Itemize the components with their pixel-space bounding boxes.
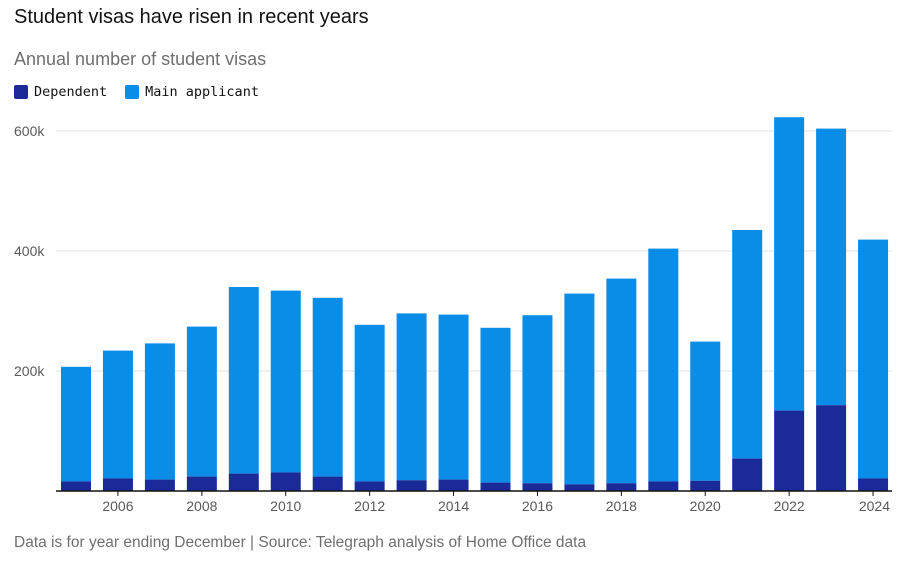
bar-dependent-2014	[438, 479, 469, 491]
x-tick-label-2014: 2014	[438, 498, 469, 514]
bar-dependent-2008	[186, 476, 217, 491]
bar-main-applicant-2013	[396, 313, 427, 481]
bar-dependent-2013	[396, 480, 427, 491]
bar-dependent-2018	[606, 483, 637, 491]
bar-dependent-2009	[228, 473, 259, 491]
bar-main-applicant-2007	[144, 343, 175, 480]
bar-main-applicant-2012	[354, 324, 385, 482]
bar-dependent-2012	[354, 481, 385, 491]
bar-dependent-2010	[270, 472, 301, 491]
x-tick-label-2020: 2020	[690, 498, 721, 514]
bar-main-applicant-2024	[858, 239, 889, 479]
bar-dependent-2020	[690, 480, 721, 491]
x-tick-label-2018: 2018	[606, 498, 637, 514]
bar-main-applicant-2023	[816, 128, 847, 406]
x-tick-label-2024: 2024	[859, 498, 890, 514]
bar-main-applicant-2022	[774, 117, 805, 411]
bar-main-applicant-2020	[690, 341, 721, 481]
bar-main-applicant-2006	[102, 350, 133, 479]
bar-dependent-2006	[102, 478, 133, 491]
x-tick-label-2010: 2010	[270, 498, 301, 514]
bar-dependent-2011	[312, 476, 343, 491]
legend-item-main-applicant: Main applicant	[125, 84, 259, 100]
bar-dependent-2005	[61, 481, 91, 491]
bar-main-applicant-2015	[480, 327, 511, 483]
bar-main-applicant-2016	[522, 315, 553, 484]
bar-main-applicant-2010	[270, 290, 301, 473]
bar-main-applicant-2018	[606, 278, 637, 484]
legend-label-dependent: Dependent	[34, 84, 108, 100]
y-tick-label-400k: 400k	[14, 243, 45, 259]
bar-main-applicant-2008	[186, 326, 217, 477]
bar-dependent-2022	[774, 410, 805, 491]
legend-swatch-main-applicant	[125, 85, 140, 99]
legend-item-dependent: Dependent	[14, 84, 107, 100]
bar-main-applicant-2009	[228, 287, 259, 474]
bar-dependent-2023	[816, 405, 847, 491]
bar-dependent-2019	[648, 481, 679, 491]
legend: Dependent Main applicant	[14, 84, 277, 100]
bar-dependent-2021	[732, 458, 763, 491]
y-tick-label-600k: 600k	[14, 123, 45, 139]
x-tick-label-2012: 2012	[354, 498, 385, 514]
legend-swatch-dependent	[14, 85, 28, 99]
chart-title: Student visas have risen in recent years	[14, 6, 369, 28]
chart-subtitle: Annual number of student visas	[14, 49, 267, 69]
bar-main-applicant-2011	[312, 297, 343, 477]
x-tick-label-2016: 2016	[522, 498, 553, 514]
x-tick-label-2022: 2022	[774, 498, 805, 514]
bar-main-applicant-2021	[732, 230, 763, 459]
bar-dependent-2007	[144, 479, 175, 491]
bar-main-applicant-2017	[564, 293, 595, 485]
bar-main-applicant-2005	[61, 366, 91, 482]
bar-main-applicant-2019	[648, 248, 679, 482]
bar-dependent-2015	[480, 482, 511, 491]
x-tick-label-2008: 2008	[186, 498, 217, 514]
y-tick-label-200k: 200k	[14, 363, 45, 379]
bar-dependent-2024	[858, 478, 889, 491]
bar-dependent-2017	[564, 484, 595, 491]
bar-main-applicant-2014	[438, 314, 469, 480]
bar-dependent-2016	[522, 483, 553, 491]
legend-label-main-applicant: Main applicant	[145, 84, 259, 100]
chart-footer: Data is for year ending December | Sourc…	[14, 534, 587, 551]
x-tick-label-2006: 2006	[102, 498, 133, 514]
